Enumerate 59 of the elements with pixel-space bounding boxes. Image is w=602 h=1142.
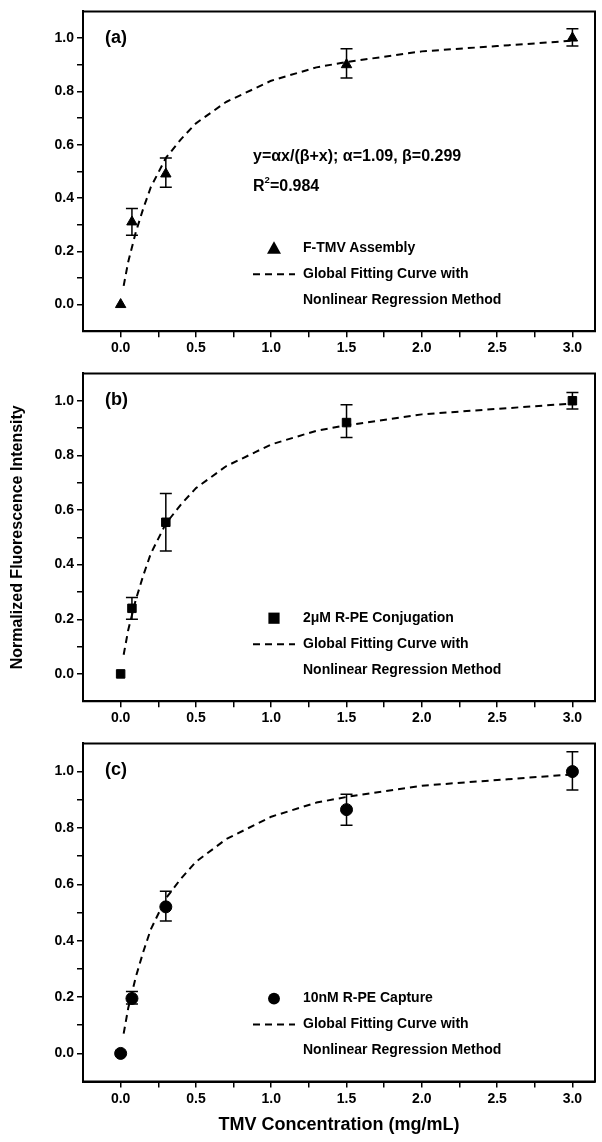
point (566, 31, 579, 42)
y-tick-label: 0.0 (54, 664, 75, 681)
legend-label: Global Fitting Curve with Nonlinear Regression Method (303, 635, 502, 678)
y-tick-label: 1.0 (54, 391, 75, 408)
y-tick-label: 0.2 (54, 242, 75, 259)
x-tick-label: 0.0 (110, 1089, 131, 1106)
x-tick-label: 2.5 (487, 709, 508, 726)
y-tick-label: 0.6 (54, 135, 75, 152)
annotation: (c) (105, 759, 127, 780)
legend-label: 10nM R-PE Capture (303, 989, 434, 1006)
y-axis-title: Normalized Fluorescence Intensity (8, 405, 26, 670)
x-axis-title: TMV Concentration (mg/mL) (218, 1114, 460, 1135)
y-tick-label: 0.6 (54, 875, 75, 892)
x-tick-label: 2.0 (412, 339, 432, 356)
y-tick-label: 0.4 (54, 555, 75, 572)
y-tick-label: 0.0 (54, 1044, 75, 1061)
y-tick-label: 0.4 (54, 931, 75, 948)
x-tick-label: 2.5 (487, 339, 508, 356)
point (114, 298, 127, 309)
point (565, 765, 579, 779)
y-tick-label: 0.2 (54, 987, 75, 1004)
point (161, 517, 171, 528)
legend-label: 2μM R-PE Conjugation (303, 609, 454, 626)
y-tick-label: 0.8 (54, 446, 75, 463)
point (340, 803, 354, 817)
point (127, 603, 137, 614)
x-tick-label: 1.0 (261, 709, 282, 726)
x-tick-label: 0.0 (110, 339, 131, 356)
x-tick-label: 0.0 (110, 709, 131, 726)
y-tick-label: 0.4 (54, 188, 75, 205)
x-tick-label: 1.0 (261, 1089, 282, 1106)
y-tick-label: 0.2 (54, 610, 75, 627)
annotation: (b) (105, 389, 128, 410)
x-tick-label: 1.0 (261, 339, 282, 356)
x-tick-label: 3.0 (562, 1089, 583, 1106)
legend-label: F-TMV Assembly (303, 239, 416, 256)
x-tick-label: 1.5 (336, 339, 357, 356)
x-tick-label: 2.0 (412, 1089, 432, 1106)
x-tick-label: 2.5 (487, 1089, 508, 1106)
x-tick-label: 3.0 (562, 709, 583, 726)
x-tick-label: 0.5 (186, 1089, 206, 1106)
x-tick-label: 2.0 (412, 709, 432, 726)
y-tick-label: 0.0 (54, 295, 75, 312)
annotation: (a) (105, 27, 127, 48)
x-tick-label: 0.5 (186, 709, 206, 726)
x-tick-label: 0.5 (186, 339, 206, 356)
x-tick-label: 1.5 (336, 709, 357, 726)
legend-label: Global Fitting Curve with Nonlinear Regression Method (303, 265, 502, 308)
legend-label: Global Fitting Curve with Nonlinear Regression Method (303, 1015, 502, 1058)
y-tick-label: 0.6 (54, 500, 75, 517)
y-tick-label: 1.0 (54, 28, 75, 45)
point (115, 669, 126, 679)
y-tick-label: 1.0 (54, 762, 75, 779)
y-tick-label: 0.8 (54, 82, 75, 99)
annotation: y=αx/(β+x); α=1.09, β=0.299 (253, 146, 462, 164)
point (114, 1046, 128, 1060)
x-tick-label: 1.5 (336, 1089, 357, 1106)
x-tick-label: 3.0 (562, 339, 583, 356)
y-tick-label: 0.8 (54, 818, 75, 835)
